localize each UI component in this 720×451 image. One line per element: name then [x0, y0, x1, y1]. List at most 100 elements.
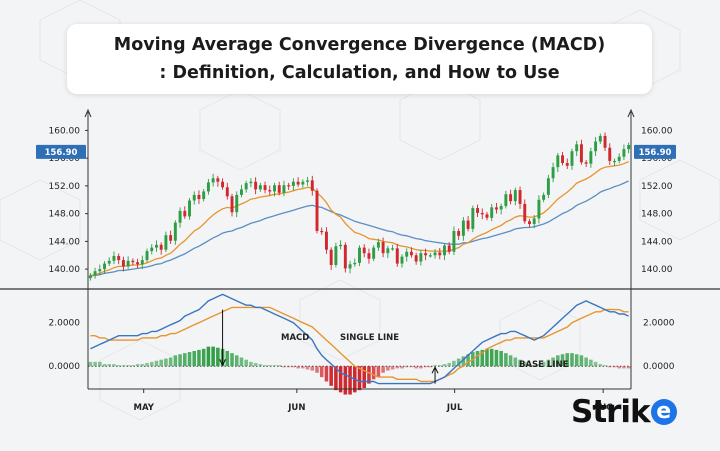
- candle-body: [343, 244, 347, 269]
- histogram-bar: [551, 357, 555, 367]
- candle-body: [155, 244, 158, 248]
- histogram-bar: [376, 366, 381, 378]
- slow-moving-average-line: [90, 180, 629, 277]
- histogram-bar: [286, 366, 291, 368]
- candle-body: [565, 163, 569, 166]
- annotation-single-line: SINGLE LINE: [340, 333, 399, 343]
- histogram-bar: [456, 358, 461, 367]
- candle-body: [339, 244, 343, 247]
- candle-body: [358, 247, 361, 263]
- histogram-bar: [622, 366, 626, 369]
- candle-body: [310, 180, 314, 191]
- histogram-bar: [494, 349, 499, 367]
- candle-body: [589, 151, 593, 164]
- price-tick-right: 148.00: [641, 210, 673, 220]
- candle-body: [103, 263, 106, 270]
- strike-logo: Strik e: [571, 392, 677, 432]
- histogram-bar: [107, 364, 112, 367]
- candle-body: [263, 185, 267, 191]
- candle-body: [419, 253, 423, 262]
- candle-body: [372, 247, 376, 259]
- histogram-bar: [537, 364, 541, 367]
- candle-body: [405, 251, 409, 257]
- histogram-bar: [400, 366, 404, 369]
- histogram-bar: [149, 361, 154, 367]
- candle-body: [414, 255, 418, 262]
- candle-body: [518, 190, 522, 204]
- candle-body: [136, 262, 140, 265]
- histogram-bar: [475, 350, 480, 367]
- macd-tick-right: 2.0000: [643, 319, 675, 329]
- candle-body: [551, 167, 555, 179]
- x-tick-label: MAY: [133, 403, 154, 413]
- candle-body: [258, 185, 262, 190]
- candle-body: [296, 181, 300, 185]
- histogram-bar: [135, 364, 140, 367]
- histogram-bar: [362, 366, 366, 388]
- current-price-label-left: 156.90: [45, 148, 78, 158]
- histogram-bar: [272, 365, 277, 367]
- candle-body: [485, 214, 489, 218]
- price-panel: [88, 132, 631, 281]
- histogram-bar: [277, 365, 282, 367]
- candle-body: [561, 155, 564, 164]
- candle-body: [433, 252, 437, 256]
- candle-body: [206, 182, 210, 192]
- candle-body: [584, 162, 588, 164]
- candle-body: [400, 256, 404, 264]
- histogram-bar: [116, 365, 121, 367]
- candle-body: [93, 271, 97, 276]
- annotation-arrowhead-up: [431, 366, 439, 374]
- histogram-bar: [310, 366, 315, 371]
- histogram-bar: [253, 362, 258, 367]
- candle-body: [140, 260, 144, 265]
- candle-body: [282, 185, 286, 193]
- histogram-bar: [532, 365, 536, 367]
- price-tick-left: 148.00: [49, 210, 81, 220]
- candle-body: [471, 208, 475, 229]
- histogram-bar: [225, 350, 230, 367]
- candle-body: [88, 275, 92, 279]
- histogram-bar: [192, 350, 197, 367]
- candle-body: [452, 230, 456, 252]
- candle-body: [447, 245, 451, 252]
- histogram-bar: [508, 355, 513, 367]
- histogram-bar: [598, 364, 603, 367]
- histogram-bar: [126, 365, 130, 367]
- histogram-bar: [164, 358, 168, 367]
- histogram-bar: [178, 354, 182, 367]
- histogram-bar: [291, 366, 296, 368]
- price-tick-right: 144.00: [641, 237, 673, 247]
- histogram-bar: [197, 349, 201, 367]
- histogram-bar: [556, 355, 560, 367]
- histogram-bar: [296, 366, 300, 369]
- candle-body: [376, 242, 380, 248]
- histogram-bar: [466, 354, 470, 367]
- candle-body: [117, 255, 121, 261]
- candle-body: [532, 218, 536, 225]
- current-price-badge-left: [36, 144, 86, 159]
- histogram-bar: [395, 366, 400, 369]
- histogram-bar: [489, 348, 494, 367]
- candle-body: [546, 178, 550, 195]
- candle-body: [513, 190, 517, 202]
- histogram-bar: [541, 361, 546, 367]
- annotation-base-line: BASE LINE: [519, 360, 569, 370]
- candle-body: [131, 260, 135, 263]
- histogram-bar: [381, 366, 385, 373]
- price-tick-right: 152.00: [641, 182, 673, 192]
- histogram-bar: [159, 359, 163, 367]
- candle-body: [287, 185, 291, 187]
- price-tick-left: 152.00: [49, 182, 81, 192]
- candle-body: [608, 147, 612, 161]
- histogram-bar: [112, 364, 116, 367]
- price-tick-right: 156.00: [641, 154, 673, 164]
- candle-body: [239, 189, 243, 195]
- histogram-bar: [343, 366, 348, 395]
- macd-line: [90, 293, 629, 385]
- candle-body: [542, 194, 546, 200]
- histogram-bar: [173, 355, 178, 367]
- price-tick-left: 144.00: [49, 237, 81, 247]
- histogram-bar: [121, 365, 126, 367]
- macd-tick-right: 0.0000: [643, 362, 675, 372]
